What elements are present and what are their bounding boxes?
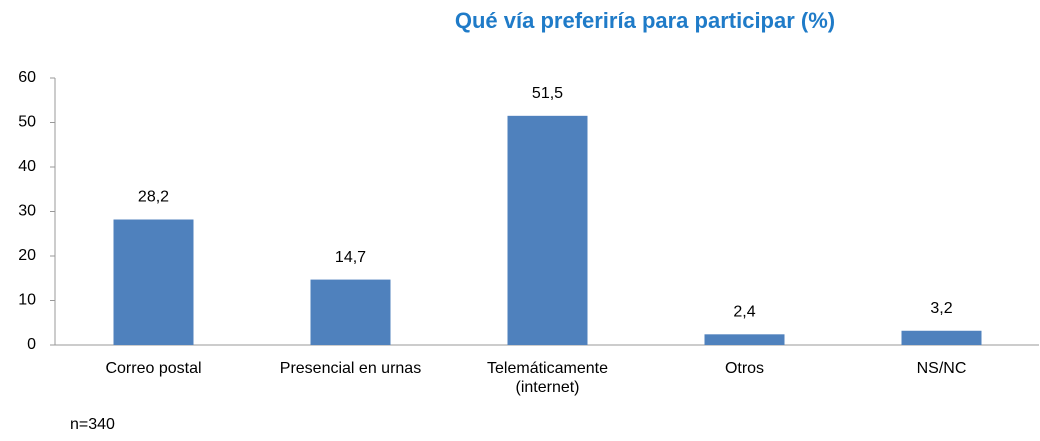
x-tick-label: Correo postal <box>105 360 202 377</box>
x-tick-label: NS/NC <box>916 360 967 377</box>
y-tick-label: 10 <box>18 292 36 309</box>
y-tick-label: 60 <box>18 69 36 86</box>
x-tick-label: Presencial en urnas <box>279 360 422 377</box>
y-tick-label: 20 <box>18 247 36 264</box>
y-tick-label: 30 <box>18 203 36 220</box>
data-label: 51,5 <box>532 85 563 102</box>
y-tick-label: 50 <box>18 114 36 131</box>
bar <box>310 279 391 345</box>
x-tick-label: Otros <box>724 360 765 377</box>
bar <box>901 330 982 345</box>
bar <box>507 115 588 345</box>
chart-title: Qué vía preferiría para participar (%) <box>455 8 835 33</box>
data-label: 14,7 <box>335 249 366 266</box>
data-label: 28,2 <box>138 189 169 206</box>
annotation: n=340 <box>70 416 115 433</box>
data-label: 2,4 <box>733 304 755 321</box>
bar <box>113 219 194 345</box>
data-label: 3,2 <box>930 300 952 317</box>
y-tick-label: 0 <box>27 336 36 353</box>
y-tick-label: 40 <box>18 158 36 175</box>
x-tick-label: Telemáticamente (internet) <box>487 360 608 396</box>
bar <box>704 334 785 345</box>
